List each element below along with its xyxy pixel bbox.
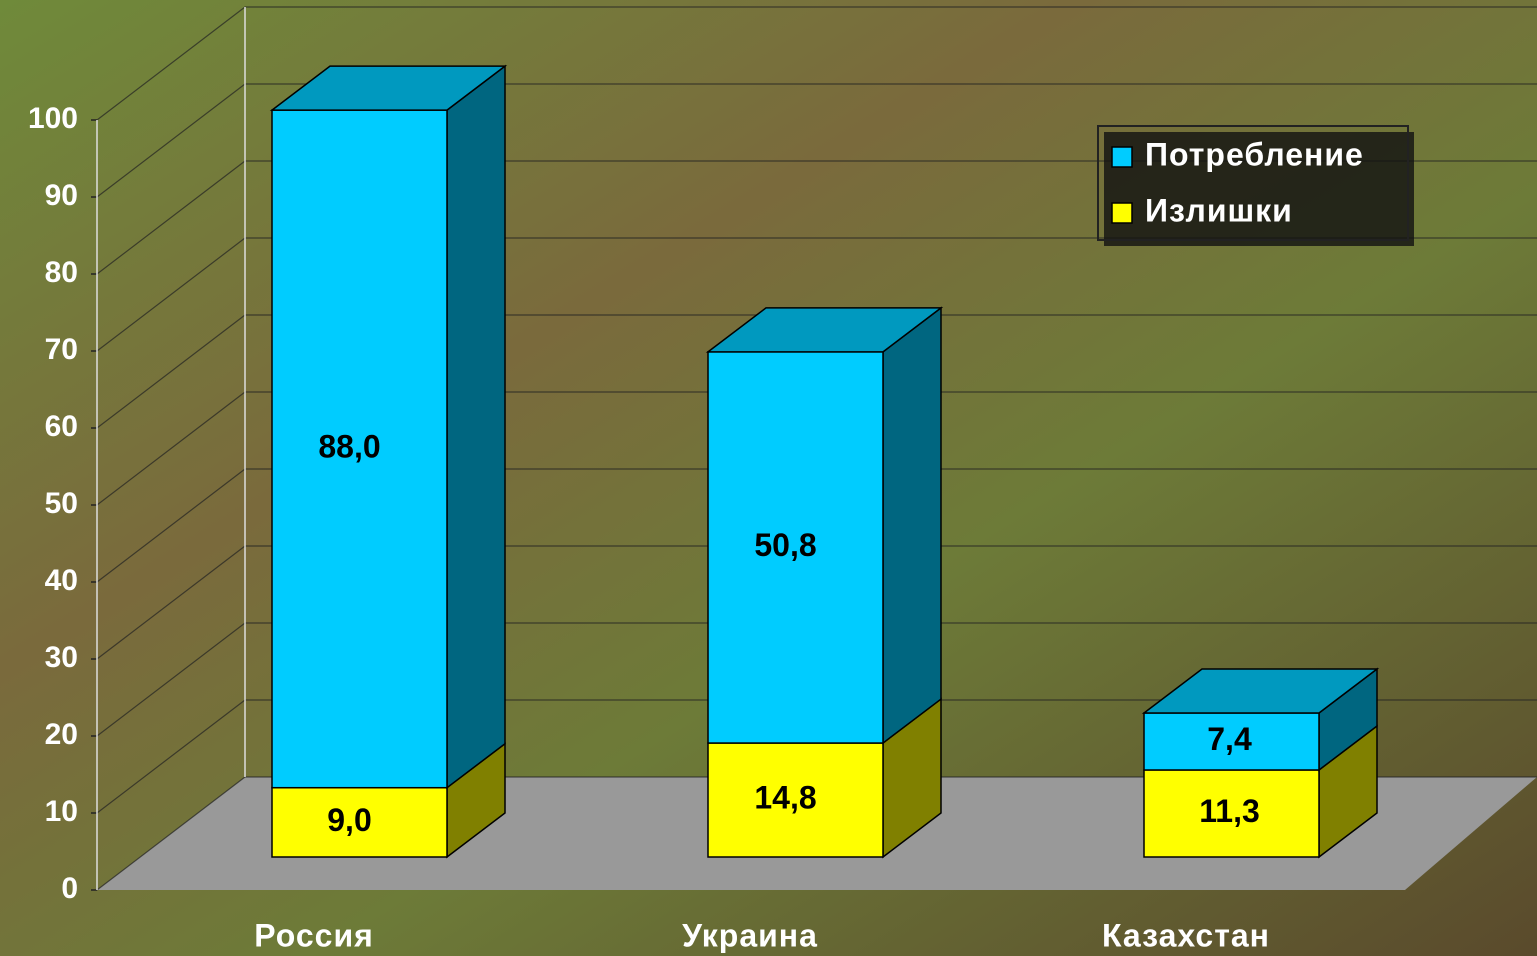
bar xyxy=(707,351,884,744)
legend-label: Излишки xyxy=(1145,192,1293,228)
bar-side xyxy=(446,64,506,790)
legend-label: Потребление xyxy=(1145,136,1364,172)
value-label: 9,0 xyxy=(327,802,371,838)
y-tick-label: 50 xyxy=(45,487,78,520)
legend-box xyxy=(1097,125,1409,241)
value-label: 88,0 xyxy=(318,428,380,464)
x-tick-label: Казахстан xyxy=(1102,917,1270,953)
bar-top xyxy=(1141,668,1380,714)
bar xyxy=(1143,769,1320,858)
bar-side xyxy=(882,306,942,745)
x-tick-label: Россия xyxy=(254,917,374,953)
y-tick-label: 80 xyxy=(45,256,78,289)
bar xyxy=(707,742,884,858)
legend-swatch xyxy=(1111,202,1133,224)
value-label: 50,8 xyxy=(754,527,816,563)
y-tick-label: 100 xyxy=(28,102,78,135)
y-tick-label: 40 xyxy=(45,564,78,597)
bar-top xyxy=(269,65,508,111)
y-tick-label: 0 xyxy=(61,872,78,905)
y-tick-label: 20 xyxy=(45,718,78,751)
legend-shadow xyxy=(1104,132,1414,246)
x-tick-label: Украина xyxy=(682,917,818,953)
value-label: 11,3 xyxy=(1199,793,1260,829)
bar-top xyxy=(705,307,944,353)
legend-swatch xyxy=(1111,146,1133,168)
y-tick-label: 70 xyxy=(45,333,78,366)
value-label: 7,4 xyxy=(1207,721,1252,757)
bar xyxy=(271,786,448,858)
y-tick-label: 60 xyxy=(45,410,78,443)
y-tick-label: 90 xyxy=(45,179,78,212)
y-tick-label: 30 xyxy=(45,641,78,674)
legend: Потребление Излишки xyxy=(1097,125,1414,246)
y-tick-label: 10 xyxy=(45,795,78,828)
value-label: 14,8 xyxy=(754,779,816,815)
